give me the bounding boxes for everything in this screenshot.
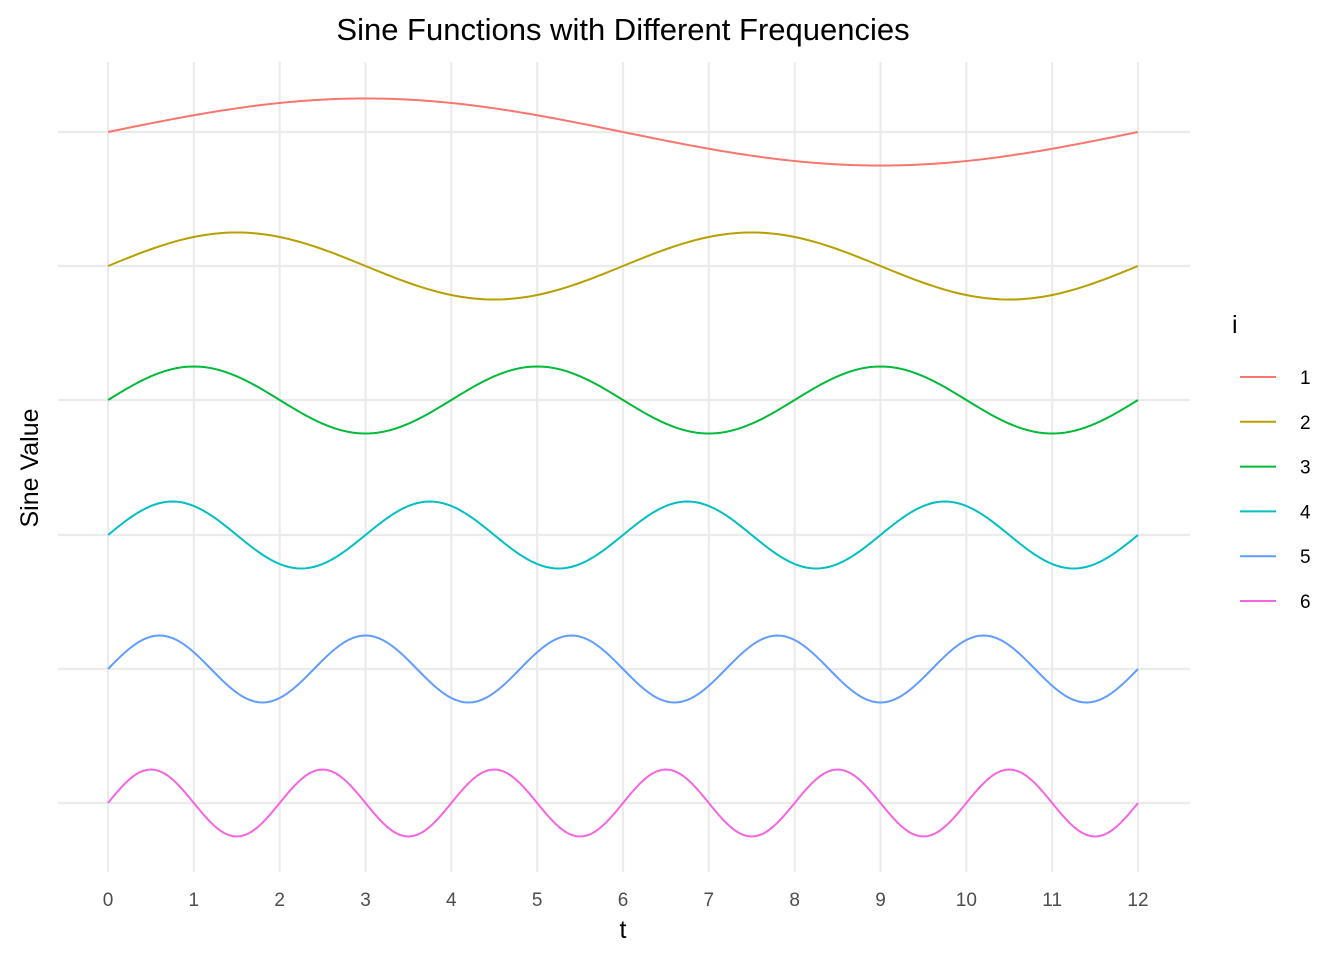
legend-label-6: 6 bbox=[1300, 592, 1311, 613]
legend-label-2: 2 bbox=[1300, 413, 1311, 434]
series-line-1 bbox=[107, 97, 1139, 167]
x-tick-label: 0 bbox=[103, 890, 114, 911]
legend-title: i bbox=[1232, 311, 1238, 339]
y-axis-title: Sine Value bbox=[16, 408, 44, 527]
series-line-2 bbox=[107, 231, 1139, 301]
x-tick-label: 1 bbox=[189, 890, 200, 911]
grid bbox=[58, 62, 1190, 872]
legend-label-4: 4 bbox=[1300, 502, 1311, 523]
x-tick-label: 2 bbox=[274, 890, 285, 911]
series-lines bbox=[107, 97, 1139, 838]
chart-title: Sine Functions with Different Frequencie… bbox=[336, 12, 909, 47]
x-axis-ticks: 0 1 2 3 4 5 6 7 8 9 10 11 12 bbox=[103, 890, 1149, 911]
x-tick-label: 5 bbox=[532, 890, 543, 911]
x-tick-label: 6 bbox=[618, 890, 629, 911]
x-tick-label: 8 bbox=[789, 890, 800, 911]
x-tick-label: 9 bbox=[875, 890, 886, 911]
x-axis-title: t bbox=[620, 916, 627, 944]
legend-label-3: 3 bbox=[1300, 458, 1311, 479]
series-line-5 bbox=[107, 634, 1139, 704]
x-tick-label: 12 bbox=[1127, 890, 1148, 911]
x-tick-label: 3 bbox=[360, 890, 371, 911]
x-tick-label: 10 bbox=[956, 890, 977, 911]
series-line-4 bbox=[107, 500, 1139, 570]
x-tick-label: 7 bbox=[704, 890, 715, 911]
legend: i 1 2 3 4 5 6 bbox=[1232, 311, 1311, 613]
legend-label-1: 1 bbox=[1300, 368, 1311, 389]
x-tick-label: 4 bbox=[446, 890, 457, 911]
series-line-3 bbox=[107, 365, 1139, 435]
series-line-6 bbox=[107, 768, 1139, 838]
legend-label-5: 5 bbox=[1300, 547, 1311, 568]
x-tick-label: 11 bbox=[1042, 890, 1062, 911]
legend-items: 1 2 3 4 5 6 bbox=[1240, 368, 1311, 613]
